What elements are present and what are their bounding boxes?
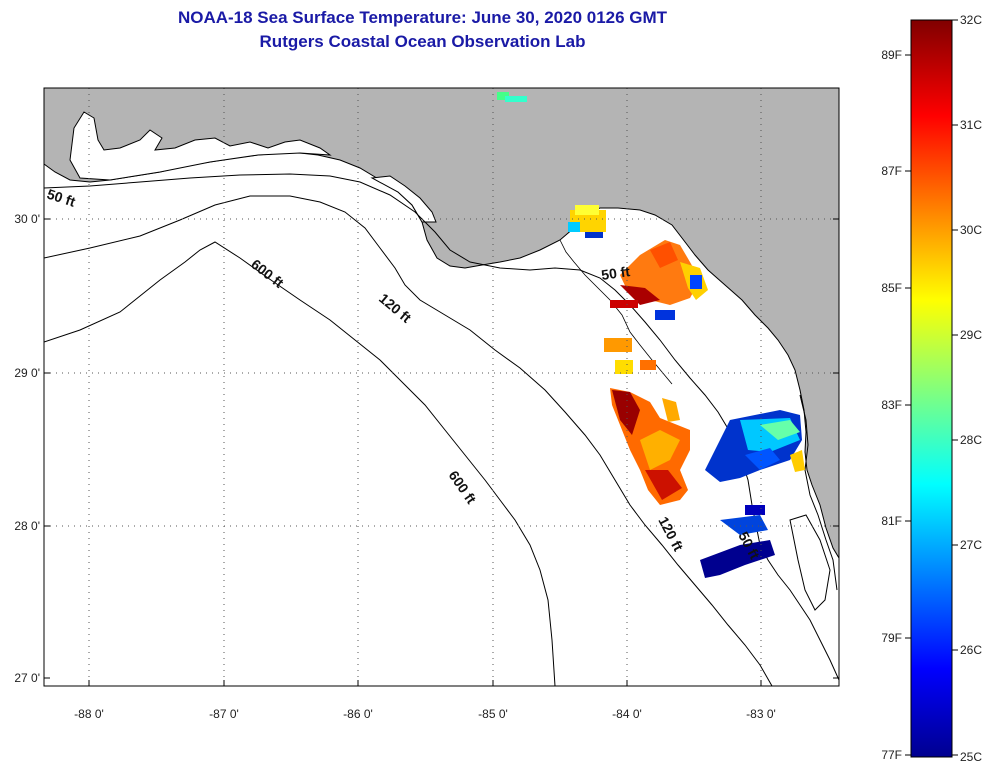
celsius-label: 27C [960, 538, 982, 552]
latitude-labels: 30 0' 29 0' 28 0' 27 0' [14, 212, 40, 685]
map-subtitle: Rutgers Coastal Ocean Observation Lab [259, 32, 586, 51]
fahrenheit-label: 85F [881, 281, 902, 295]
fahrenheit-label: 87F [881, 164, 902, 178]
contour-label: 50 ft [600, 263, 631, 283]
lon-label: -86 0' [343, 707, 373, 721]
fahrenheit-label: 83F [881, 398, 902, 412]
bay-east [370, 175, 437, 223]
celsius-label: 29C [960, 328, 982, 342]
map-title: NOAA-18 Sea Surface Temperature: June 30… [177, 8, 668, 27]
contour-50ft [44, 173, 839, 681]
graticule [44, 88, 839, 686]
celsius-label: 30C [960, 223, 982, 237]
contour-120ft [44, 195, 773, 686]
sst-data-overlay [497, 92, 805, 578]
barrier-islands [799, 394, 838, 591]
lat-label: 27 0' [14, 671, 40, 685]
temperature-colorbar: 89F 87F 85F 83F 81F 79F 77F 32C 31C 30C … [881, 13, 982, 764]
celsius-label: 25C [960, 750, 982, 764]
lat-label: 29 0' [14, 366, 40, 380]
fahrenheit-label: 81F [881, 514, 902, 528]
lon-label: -83 0' [746, 707, 776, 721]
map-frame [43, 87, 840, 687]
fahrenheit-label: 77F [881, 748, 902, 762]
celsius-label: 31C [960, 118, 982, 132]
fahrenheit-label: 89F [881, 48, 902, 62]
celsius-label: 32C [960, 13, 982, 27]
lon-label: -85 0' [478, 707, 508, 721]
lon-label: -87 0' [209, 707, 239, 721]
tampa-bay [789, 514, 831, 611]
lon-label: -88 0' [74, 707, 104, 721]
lat-label: 28 0' [14, 519, 40, 533]
colorbar-gradient [910, 19, 953, 758]
celsius-label: 28C [960, 433, 982, 447]
longitude-labels: -88 0' -87 0' -86 0' -85 0' -84 0' -83 0… [74, 707, 776, 721]
map-area [44, 88, 839, 686]
celsius-label: 26C [960, 643, 982, 657]
bay [69, 111, 332, 181]
contour-600ft [44, 241, 556, 686]
lon-label: -84 0' [612, 707, 642, 721]
axis-ticks [44, 218, 839, 686]
fahrenheit-label: 79F [881, 631, 902, 645]
lat-label: 30 0' [14, 212, 40, 226]
